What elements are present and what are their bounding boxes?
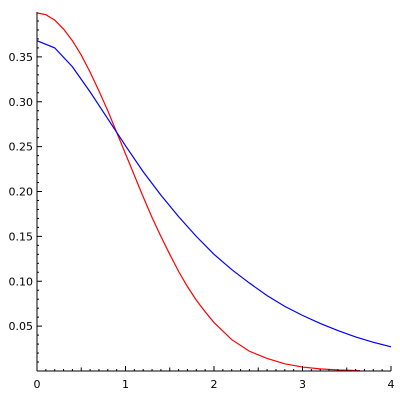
y-tick-label: 0.15 <box>9 230 34 243</box>
series-layer <box>36 12 392 372</box>
x-tick-label: 1 <box>122 378 129 391</box>
x-tick-label: 3 <box>299 378 306 391</box>
y-tick-label: 0.10 <box>9 275 34 288</box>
axes-layer: 0 1 2 3 4 0.05 0.10 0.15 0.20 0.25 0.30 0.35 <box>9 12 395 391</box>
series-2-line <box>36 40 392 348</box>
series-1-line <box>36 12 361 372</box>
y-tick-label: 0.20 <box>9 186 34 199</box>
y-tick-label: 0.25 <box>9 141 34 154</box>
x-tick-label: 4 <box>388 378 395 391</box>
y-tick-label: 0.05 <box>9 320 34 333</box>
y-tick-label: 0.35 <box>9 51 34 64</box>
x-tick-label: 2 <box>211 378 218 391</box>
y-tick-label: 0.30 <box>9 96 34 109</box>
x-tick-label: 0 <box>34 378 41 391</box>
